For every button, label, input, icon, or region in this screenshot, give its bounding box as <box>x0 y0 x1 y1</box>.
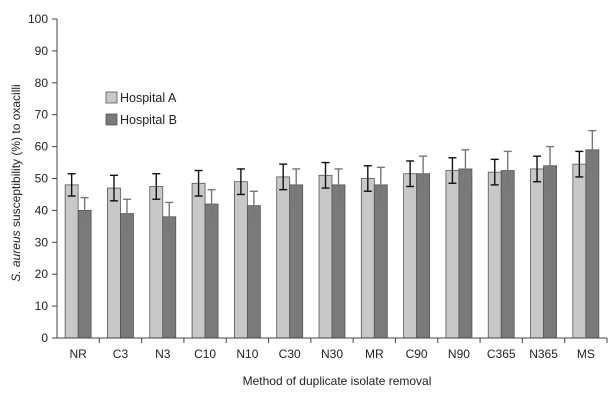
bar-hospital-b <box>204 203 219 339</box>
bar-hospital-b <box>543 165 557 339</box>
y-axis-ticks: 0 10 20 30 40 50 60 70 80 90 100 <box>28 12 57 345</box>
bar-hospital-b <box>77 209 92 339</box>
y-tick-label: 80 <box>35 76 49 90</box>
legend-label-hospital-b: Hospital B <box>120 113 177 127</box>
error-bars <box>67 129 597 232</box>
bar-hospital-a <box>149 186 164 339</box>
bar-hospital-a <box>276 176 291 339</box>
bar-hospital-b <box>458 168 473 339</box>
x-category-label: MS <box>577 347 595 361</box>
x-category-label: N90 <box>448 347 470 361</box>
y-tick-label: 30 <box>35 235 49 249</box>
x-category-label: C90 <box>406 347 428 361</box>
x-category-label: NR <box>69 347 87 361</box>
x-category-label: N10 <box>236 347 258 361</box>
bar-hospital-b <box>246 205 261 339</box>
bar-hospital-b <box>289 184 304 339</box>
bar-hospital-a <box>360 178 375 339</box>
bar-hospital-a <box>318 174 333 339</box>
bar-hospital-a <box>107 187 121 339</box>
bar-hospital-a <box>487 171 502 339</box>
bar-hospital-a <box>191 182 206 339</box>
bar-hospital-b <box>162 216 177 339</box>
legend: Hospital A Hospital B <box>105 91 177 127</box>
x-category-label: N365 <box>529 347 558 361</box>
bar-hospital-a <box>530 168 544 339</box>
y-axis-title-italic: S. aureus <box>9 230 23 281</box>
bar-hospital-b <box>120 213 134 339</box>
legend-swatch-hospital-a <box>105 91 118 104</box>
x-category-label: N3 <box>155 347 171 361</box>
y-tick-label: 0 <box>41 331 48 345</box>
y-tick-label: 60 <box>35 140 49 154</box>
x-category-label: C30 <box>279 347 301 361</box>
y-tick-label: 90 <box>35 44 49 58</box>
bar-hospital-b <box>416 173 431 339</box>
x-category-label: C10 <box>194 347 216 361</box>
y-axis-title-rest: susceptibility (%) to oxacilli <box>9 84 23 230</box>
bar-hospital-a <box>233 181 248 339</box>
x-axis-title: Method of duplicate isolate removal <box>243 374 432 388</box>
x-axis-categories: NR C3 N3 C10 N10 C30 N30 MR C90 N90 C365 N365 MS <box>69 338 608 361</box>
y-tick-label: 20 <box>35 267 49 281</box>
y-tick-label: 100 <box>28 12 48 26</box>
legend-swatch-hospital-b <box>105 113 118 126</box>
x-category-label: MR <box>365 347 384 361</box>
bar-hospital-b <box>373 184 388 339</box>
bar-hospital-a <box>64 184 79 339</box>
bar-series <box>64 149 600 339</box>
y-tick-label: 70 <box>35 108 49 122</box>
bar-hospital-b <box>331 184 346 339</box>
bar-hospital-a <box>572 163 587 339</box>
x-category-label: C3 <box>113 347 129 361</box>
y-axis-title: S. aureus susceptibility (%) to oxacilli <box>9 84 23 281</box>
legend-label-hospital-a: Hospital A <box>120 91 177 105</box>
bar-hospital-b <box>500 170 515 339</box>
bar-hospital-b <box>585 149 600 339</box>
y-tick-label: 50 <box>35 172 49 186</box>
y-tick-label: 10 <box>35 299 49 313</box>
bar-hospital-a <box>403 173 418 339</box>
x-category-label: C365 <box>487 347 516 361</box>
y-tick-label: 40 <box>35 203 49 217</box>
bar-hospital-a <box>445 170 460 339</box>
x-category-label: N30 <box>321 347 343 361</box>
